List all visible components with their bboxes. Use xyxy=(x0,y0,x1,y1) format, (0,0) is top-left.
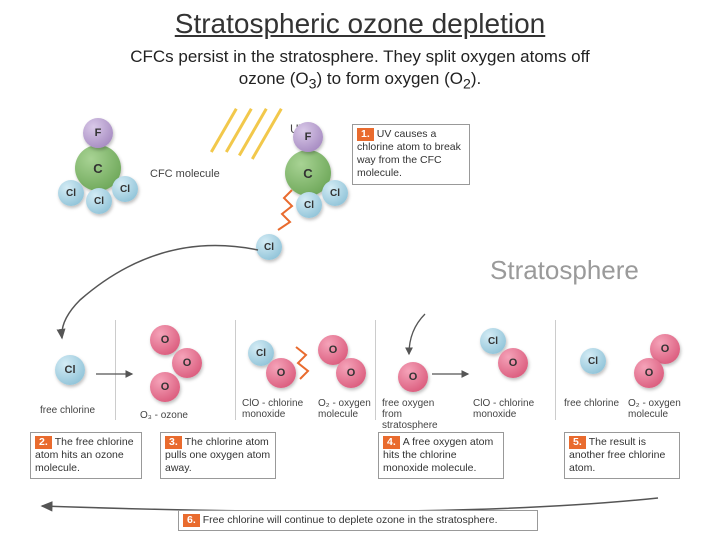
label-free-o: free oxygen from stratosphere xyxy=(382,398,457,431)
arrow-p1-p2 xyxy=(94,366,138,382)
atom-clo2-o: O xyxy=(498,348,528,378)
step-2-box: 2.The free chlorine atom hits an ozone m… xyxy=(30,432,142,479)
subtitle-line1: CFCs persist in the stratosphere. They s… xyxy=(130,47,590,66)
atom-free-o: O xyxy=(398,362,428,392)
step-1-num: 1. xyxy=(357,128,374,141)
uv-ray-1 xyxy=(210,108,238,153)
arrow-free-o xyxy=(395,310,435,360)
atom-f-1: F xyxy=(83,118,113,148)
atom-free-cl: Cl xyxy=(55,355,85,385)
atom-clo2-cl: Cl xyxy=(480,328,506,354)
atom-cl-1c: Cl xyxy=(112,176,138,202)
divider-4 xyxy=(555,320,556,420)
uv-ray-2 xyxy=(225,108,253,153)
subtitle-part-c: ) to form oxygen (O xyxy=(317,69,463,88)
sub-2: 2 xyxy=(463,76,471,92)
label-clo: ClO - chlorine monoxide xyxy=(242,398,312,420)
atom-cl-1a: Cl xyxy=(58,180,84,206)
label-free-cl: free chlorine xyxy=(40,405,95,416)
atom-cl-2b: Cl xyxy=(322,180,348,206)
subtitle-part-b: ozone (O xyxy=(239,69,309,88)
stratosphere-label: Stratosphere xyxy=(490,255,639,286)
step-4-num: 4. xyxy=(383,436,400,449)
label-ozone: O₃ - ozone xyxy=(140,410,188,421)
uv-ray-4 xyxy=(251,108,283,160)
label-o2: O₂ - oxygen molecule xyxy=(318,398,376,420)
subtitle-part-d: ). xyxy=(471,69,481,88)
break-zigzag-2 xyxy=(292,345,318,385)
subtitle: CFCs persist in the stratosphere. They s… xyxy=(0,40,720,98)
atom-cl-2a: Cl xyxy=(296,192,322,218)
step-3-num: 3. xyxy=(165,436,182,449)
atom-o3-1: O xyxy=(150,325,180,355)
step-5-num: 5. xyxy=(569,436,586,449)
uv-ray-3 xyxy=(238,108,268,156)
arrow-p4-free-o xyxy=(430,366,474,382)
label-free-cl2: free chlorine xyxy=(564,398,619,409)
step-1-box: 1.UV causes a chlorine atom to break way… xyxy=(352,124,470,185)
atom-f-2: F xyxy=(293,122,323,152)
label-cfc: CFC molecule xyxy=(150,168,220,180)
atom-o3-2: O xyxy=(172,348,202,378)
page-title: Stratospheric ozone depletion xyxy=(0,0,720,40)
atom-free-cl2: Cl xyxy=(580,348,606,374)
label-o2-2: O₂ - oxygen molecule xyxy=(628,398,688,420)
step-6-box: 6.Free chlorine will continue to deplete… xyxy=(178,510,538,531)
atom-o2-1b: O xyxy=(336,358,366,388)
step-4-box: 4.A free oxygen atom hits the chlorine m… xyxy=(378,432,504,479)
sub-3: 3 xyxy=(309,76,317,92)
step-6-text: Free chlorine will continue to deplete o… xyxy=(203,514,498,526)
step-5-box: 5.The result is another free chlorine at… xyxy=(564,432,680,479)
step-3-box: 3.The chlorine atom pulls one oxygen ato… xyxy=(160,432,276,479)
step-6-num: 6. xyxy=(183,514,200,527)
atom-o3-3: O xyxy=(150,372,180,402)
atom-o2-2b: O xyxy=(634,358,664,388)
divider-2 xyxy=(235,320,236,420)
atom-cl-1b: Cl xyxy=(86,188,112,214)
step-2-num: 2. xyxy=(35,436,52,449)
label-clo2: ClO - chlorine monoxide xyxy=(473,398,543,420)
